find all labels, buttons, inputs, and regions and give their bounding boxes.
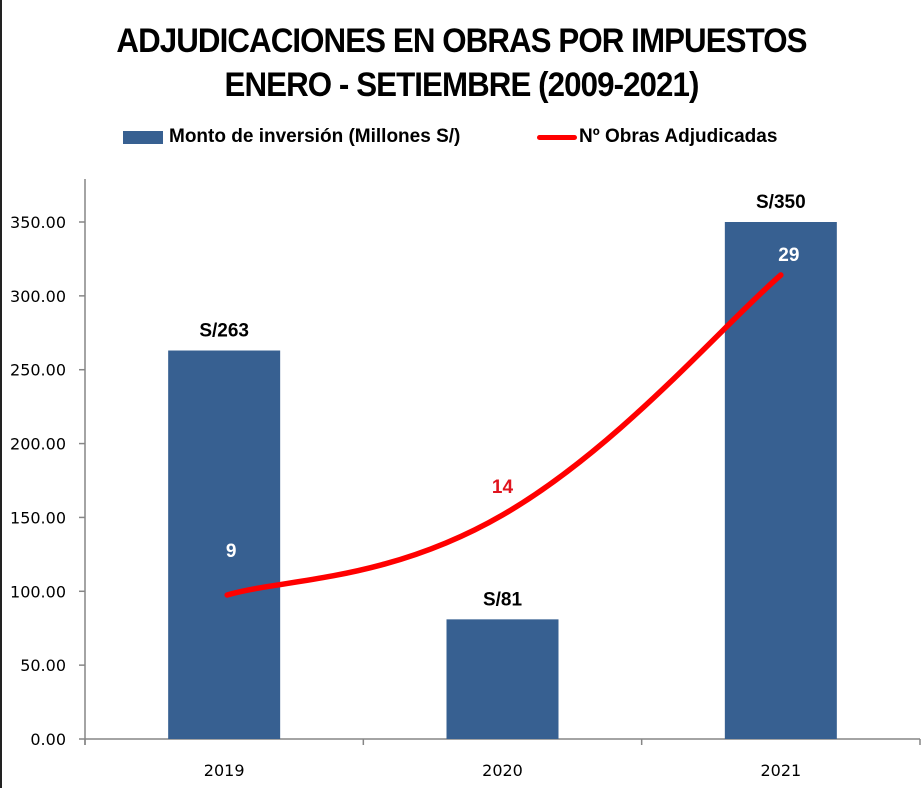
legend-item-line-series: Nº Obras Adjudicadas	[537, 126, 777, 148]
y-tick-label: 350.00	[10, 213, 66, 232]
legend-item-bar-series: Monto de inversión (Millones S/)	[123, 126, 460, 148]
x-tick-label: 2019	[204, 761, 245, 780]
chart-title: ADJUDICACIONES EN OBRAS POR IMPUESTOS	[116, 22, 807, 60]
bar-data-label: S/263	[199, 321, 249, 342]
y-tick-label: 300.00	[10, 287, 66, 306]
chart-frame-border	[0, 0, 2, 788]
y-tick-label: 50.00	[20, 656, 66, 675]
y-tick-label: 100.00	[10, 582, 66, 601]
y-tick-label: 150.00	[10, 508, 66, 527]
legend-bar-label: Monto de inversión (Millones S/)	[169, 126, 461, 147]
line-series-obras	[224, 272, 784, 598]
y-tick-label: 0.00	[30, 730, 66, 749]
bar-2020	[446, 619, 559, 739]
legend-line-swatch	[537, 134, 577, 140]
legend-line-label: Nº Obras Adjudicadas	[579, 126, 778, 147]
bar-2021	[724, 222, 837, 739]
line-data-label: 14	[492, 477, 514, 498]
chart-legend: Monto de inversión (Millones S/) Nº Obra…	[0, 126, 923, 150]
x-tick-label: 2021	[760, 761, 801, 780]
x-tick-label: 2020	[482, 761, 523, 780]
bar-2019	[168, 350, 281, 739]
y-tick-label: 250.00	[10, 361, 66, 380]
y-tick-label: 200.00	[10, 435, 66, 454]
bar-data-label: S/81	[483, 589, 523, 610]
legend-bar-swatch	[123, 130, 163, 144]
line-data-label: 29	[778, 245, 799, 266]
bar-data-label: S/350	[756, 192, 806, 213]
chart-subtitle: ENERO - SETIEMBRE (2009-2021)	[224, 66, 700, 104]
line-data-label: 9	[226, 541, 237, 562]
